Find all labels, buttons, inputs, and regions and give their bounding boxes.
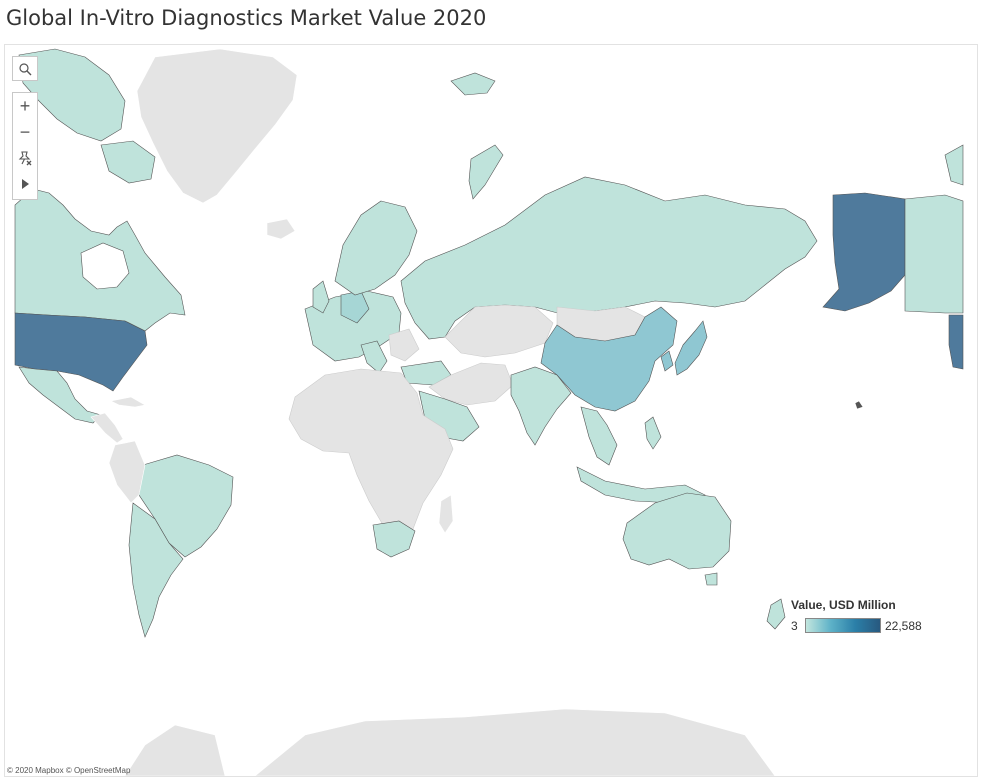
region-scandinavia[interactable] bbox=[334, 200, 418, 296]
region-south-korea[interactable] bbox=[660, 350, 674, 372]
zoom-out-button[interactable]: − bbox=[19, 122, 31, 142]
region-antarctica-west[interactable] bbox=[124, 724, 226, 776]
play-icon bbox=[22, 179, 29, 189]
region-southeast-asia[interactable] bbox=[580, 406, 618, 466]
region-greenland[interactable] bbox=[136, 48, 298, 204]
region-balkans[interactable] bbox=[388, 328, 420, 362]
region-australia[interactable] bbox=[622, 492, 732, 570]
region-cuba[interactable] bbox=[110, 396, 146, 408]
region-central-america[interactable] bbox=[90, 412, 124, 444]
world-map[interactable] bbox=[5, 45, 977, 776]
legend-gradient-bar bbox=[805, 618, 881, 633]
region-south-america-other[interactable] bbox=[108, 440, 146, 504]
legend-scale: 3 22,588 bbox=[791, 618, 951, 633]
search-icon bbox=[19, 62, 32, 75]
pan-mode-button[interactable] bbox=[13, 171, 37, 197]
region-new-zealand[interactable] bbox=[766, 598, 786, 630]
region-united-kingdom[interactable] bbox=[312, 280, 330, 314]
region-russia[interactable] bbox=[400, 176, 818, 340]
region-japan[interactable] bbox=[674, 320, 708, 376]
region-arctic-islands[interactable] bbox=[944, 144, 964, 186]
map-view[interactable]: + − Value, USD Million 3 22,588 © 2020 M… bbox=[4, 44, 978, 777]
legend-min-label: 3 bbox=[791, 618, 798, 633]
region-italy[interactable] bbox=[360, 340, 388, 374]
region-novaya-zemlya[interactable] bbox=[468, 144, 504, 200]
region-alaska[interactable] bbox=[822, 192, 906, 312]
region-china[interactable] bbox=[540, 306, 678, 412]
region-philippines[interactable] bbox=[644, 416, 662, 450]
pin-icon bbox=[18, 151, 32, 166]
region-argentina[interactable] bbox=[128, 502, 184, 638]
water-hudson-bay bbox=[80, 242, 130, 290]
region-iceland[interactable] bbox=[266, 218, 296, 240]
region-tasmania[interactable] bbox=[704, 572, 718, 586]
region-pacific-islands[interactable] bbox=[854, 400, 864, 410]
map-toolbar: + − bbox=[12, 92, 38, 200]
region-canada-east[interactable] bbox=[904, 194, 964, 314]
region-madagascar[interactable] bbox=[438, 494, 454, 534]
region-united-states-east[interactable] bbox=[948, 314, 964, 370]
zoom-in-button[interactable]: + bbox=[19, 96, 31, 116]
reset-map-button[interactable] bbox=[13, 145, 37, 171]
region-india[interactable] bbox=[510, 366, 572, 446]
map-attribution[interactable]: © 2020 Mapbox © OpenStreetMap bbox=[7, 766, 131, 775]
region-canada-baffin[interactable] bbox=[100, 140, 156, 184]
color-legend: Value, USD Million 3 22,588 bbox=[791, 598, 951, 633]
map-search-button[interactable] bbox=[12, 56, 38, 81]
region-central-asia[interactable] bbox=[444, 304, 554, 358]
region-africa[interactable] bbox=[288, 368, 454, 540]
legend-title: Value, USD Million bbox=[791, 598, 896, 612]
page-title: Global In-Vitro Diagnostics Market Value… bbox=[6, 6, 487, 30]
region-south-africa[interactable] bbox=[372, 520, 416, 558]
region-antarctica[interactable] bbox=[254, 708, 776, 776]
region-svalbard[interactable] bbox=[450, 72, 496, 96]
legend-max-label: 22,588 bbox=[885, 618, 922, 633]
